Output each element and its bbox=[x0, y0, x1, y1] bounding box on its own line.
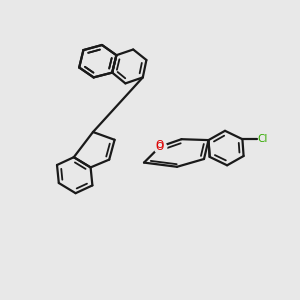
Text: O: O bbox=[156, 140, 164, 150]
Text: Cl: Cl bbox=[257, 134, 268, 144]
Text: O: O bbox=[156, 142, 164, 152]
